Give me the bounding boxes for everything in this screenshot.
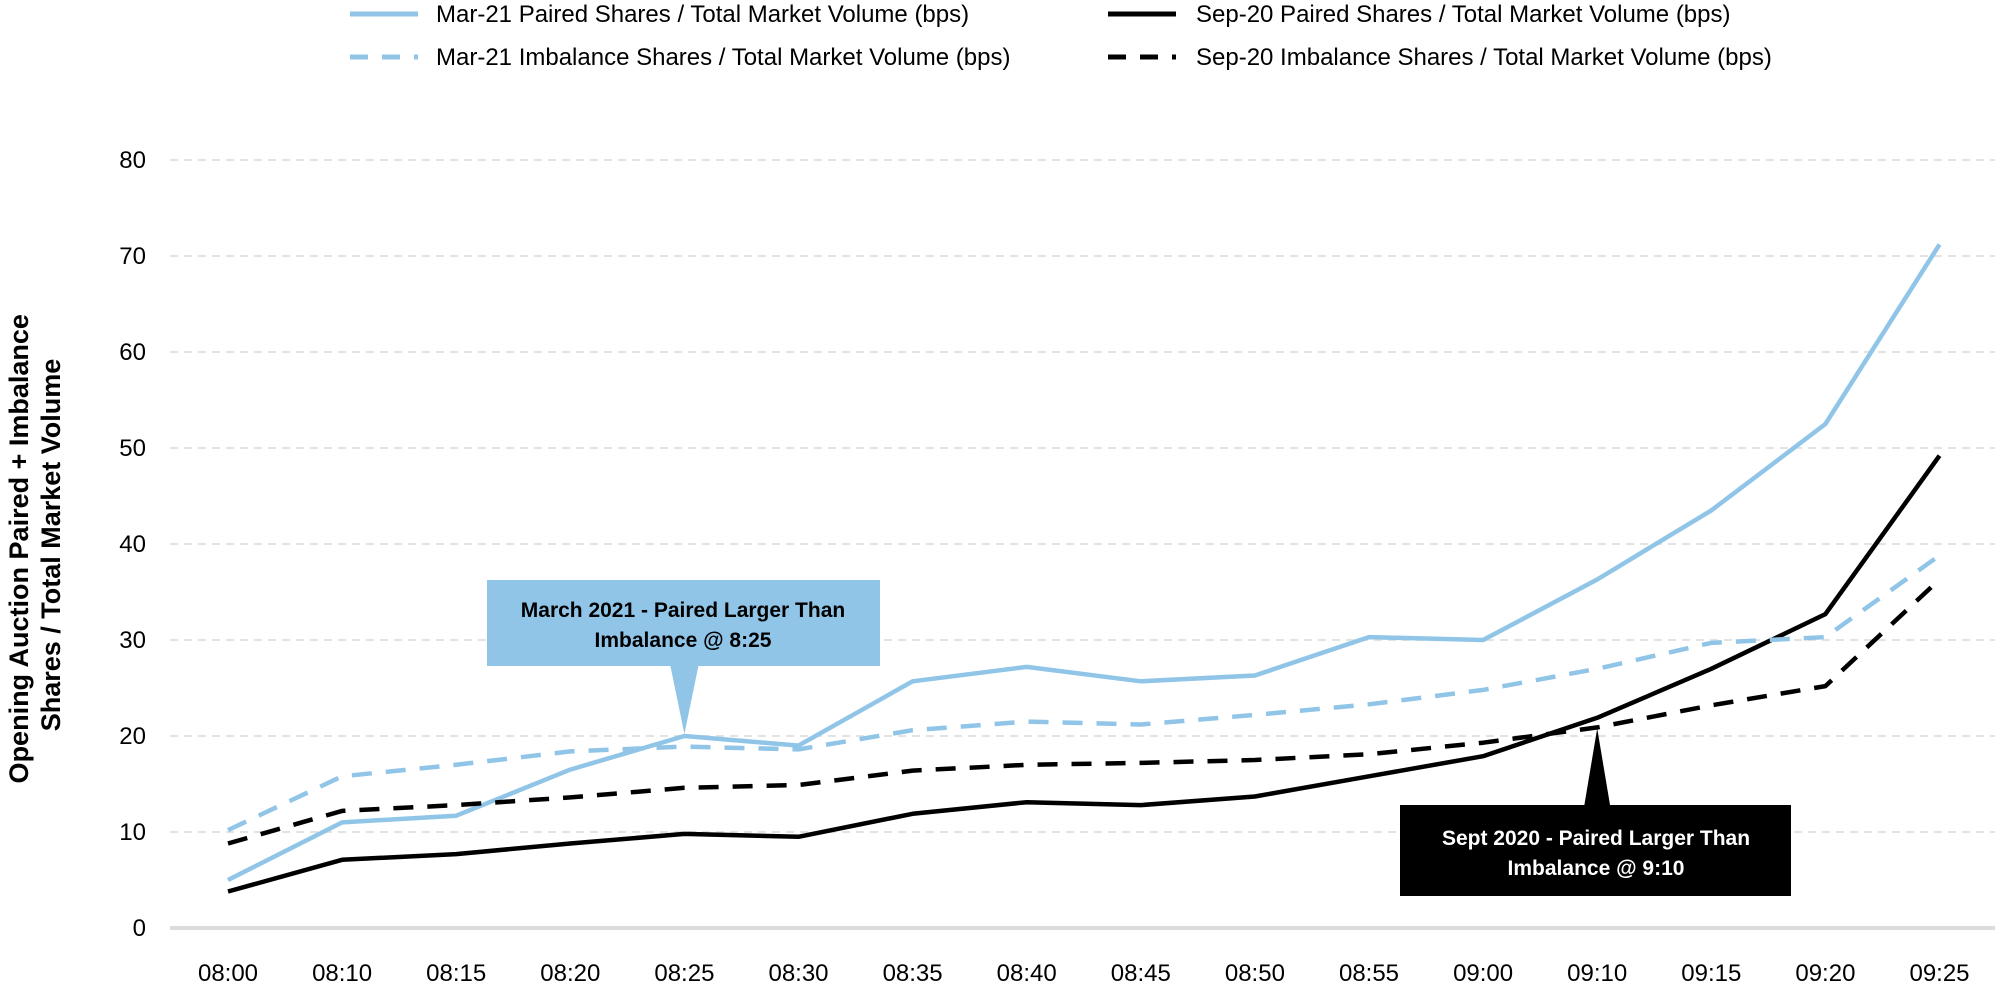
y-tick-label: 80 (119, 147, 146, 174)
series-line-3 (227, 577, 1942, 846)
series-lines (226, 243, 1942, 894)
callout-box (487, 580, 880, 666)
callout-march-2021: March 2021 - Paired Larger Than Imbalance… (487, 580, 880, 734)
y-tick-label: 0 (133, 915, 146, 942)
x-tick-label: 09:10 (1567, 960, 1627, 984)
y-tick-label: 50 (119, 435, 146, 462)
x-tick-label: 08:30 (768, 960, 828, 984)
legend-label: Sep-20 Paired Shares / Total Market Volu… (1196, 1, 1731, 28)
x-tick-label: 08:40 (997, 960, 1057, 984)
x-tick-label: 08:00 (198, 960, 258, 984)
y-tick-label: 10 (119, 819, 146, 846)
callout-pointer (670, 666, 699, 734)
legend-label: Mar-21 Imbalance Shares / Total Market V… (436, 44, 1010, 71)
callout-text: Imbalance @ 9:10 (1508, 857, 1685, 880)
legend-item-sep20-paired: Sep-20 Paired Shares / Total Market Volu… (1108, 1, 1731, 28)
callout-pointer (1584, 728, 1611, 806)
legend-label: Mar-21 Paired Shares / Total Market Volu… (436, 1, 969, 28)
legend-item-sep20-imbalance: Sep-20 Imbalance Shares / Total Market V… (1108, 44, 1772, 71)
x-axis-ticks: 08:00 08:10 08:15 08:20 08:25 08:30 08:35 08:40… (198, 960, 1970, 984)
x-tick-label: 08:10 (312, 960, 372, 984)
callout-text: Imbalance @ 8:25 (595, 629, 772, 652)
x-tick-label: 08:15 (426, 960, 486, 984)
annotations: March 2021 - Paired Larger Than Imbalance… (487, 580, 1791, 896)
callout-sept-2020: Sept 2020 - Paired Larger Than Imbalance … (1400, 728, 1791, 896)
legend-item-mar21-imbalance: Mar-21 Imbalance Shares / Total Market V… (350, 44, 1010, 71)
legend: Mar-21 Paired Shares / Total Market Volu… (350, 1, 1772, 71)
series-line-2 (227, 553, 1941, 833)
gridlines (170, 159, 1995, 833)
callout-text: Sept 2020 - Paired Larger Than (1442, 827, 1750, 850)
x-tick-label: 08:35 (883, 960, 943, 984)
legend-label: Sep-20 Imbalance Shares / Total Market V… (1196, 44, 1772, 71)
legend-item-mar21-paired: Mar-21 Paired Shares / Total Market Volu… (350, 1, 969, 28)
x-tick-label: 08:20 (540, 960, 600, 984)
x-tick-label: 09:20 (1795, 960, 1855, 984)
y-tick-label: 40 (119, 531, 146, 558)
y-tick-label: 20 (119, 723, 146, 750)
y-axis-label-line2: Shares / Total Market Volume (36, 359, 66, 732)
y-axis-label-line1: Opening Auction Paired + Imbalance (4, 314, 34, 783)
callout-text: March 2021 - Paired Larger Than (521, 599, 845, 622)
x-tick-label: 09:00 (1453, 960, 1513, 984)
x-tick-label: 08:25 (654, 960, 714, 984)
x-tick-label: 08:50 (1225, 960, 1285, 984)
y-tick-label: 70 (119, 243, 146, 270)
series-line-1 (227, 454, 1942, 894)
x-tick-label: 09:25 (1909, 960, 1969, 984)
series-line-0 (226, 243, 1942, 883)
y-axis-label: Opening Auction Paired + Imbalance Share… (4, 307, 66, 784)
x-tick-label: 08:45 (1111, 960, 1171, 984)
y-tick-label: 60 (119, 339, 146, 366)
x-tick-label: 09:15 (1681, 960, 1741, 984)
y-tick-label: 30 (119, 627, 146, 654)
y-axis-ticks: 0 10 20 30 40 50 60 70 80 (119, 147, 146, 942)
x-tick-label: 08:55 (1339, 960, 1399, 984)
callout-box (1400, 805, 1791, 896)
